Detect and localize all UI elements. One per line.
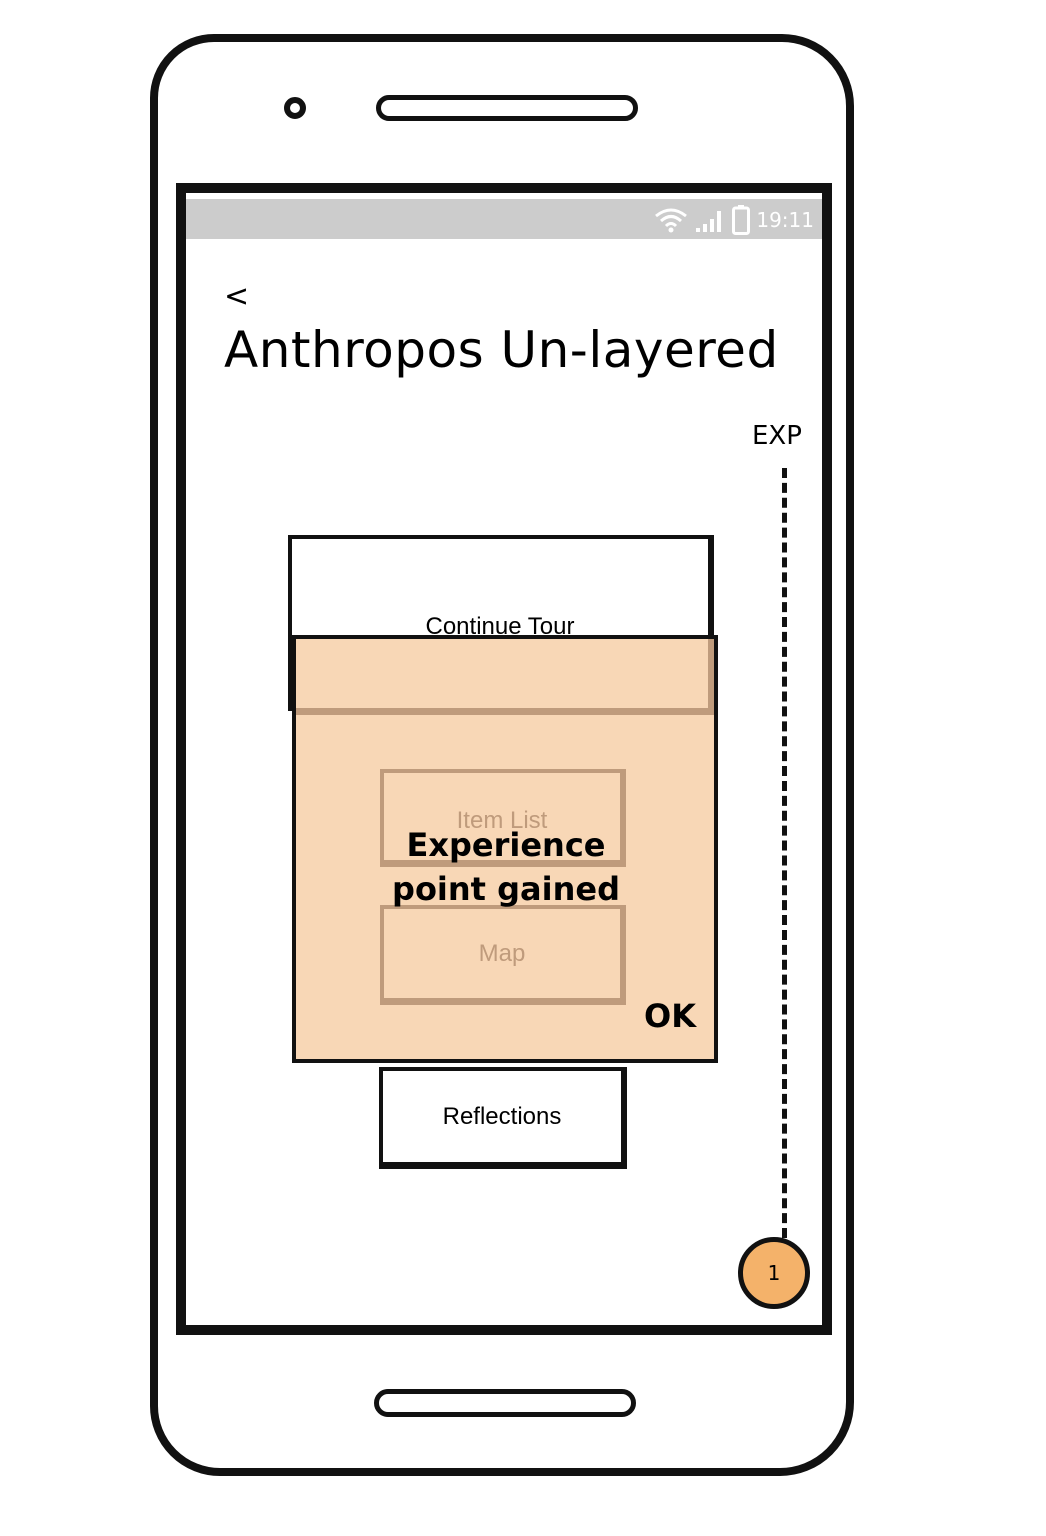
exp-label: EXP bbox=[752, 421, 802, 451]
ok-button[interactable]: OK bbox=[644, 997, 696, 1035]
map-button: Map bbox=[380, 905, 626, 1005]
item-list-button: Item List bbox=[380, 769, 626, 867]
reflections-label: Reflections bbox=[442, 1102, 562, 1130]
status-icons: 19:11 bbox=[654, 205, 814, 235]
camera-icon bbox=[284, 97, 306, 119]
map-label: Map bbox=[478, 939, 526, 967]
battery-icon bbox=[732, 205, 751, 235]
signal-icon bbox=[694, 207, 726, 233]
speaker-slot bbox=[376, 95, 638, 121]
phone-screen: 19:11 < Anthropos Un-layered EXP 1 Conti… bbox=[176, 183, 832, 1335]
item-list-label: Item List bbox=[456, 807, 548, 834]
status-time: 19:11 bbox=[756, 208, 814, 232]
home-button[interactable] bbox=[374, 1389, 636, 1417]
reflections-button[interactable]: Reflections bbox=[379, 1067, 627, 1169]
experience-modal: Item List Map Experience point gained OK bbox=[292, 635, 718, 1063]
exp-level-value: 1 bbox=[767, 1261, 781, 1285]
wifi-icon bbox=[654, 207, 688, 233]
status-bar: 19:11 bbox=[186, 199, 822, 239]
back-button[interactable]: < bbox=[224, 279, 250, 314]
exp-progress-track bbox=[782, 468, 787, 1238]
modal-header-strip bbox=[296, 639, 714, 715]
modal-message: Experience point gained bbox=[392, 826, 620, 908]
page-title: Anthropos Un-layered bbox=[224, 321, 779, 379]
exp-level-badge: 1 bbox=[738, 1237, 810, 1309]
